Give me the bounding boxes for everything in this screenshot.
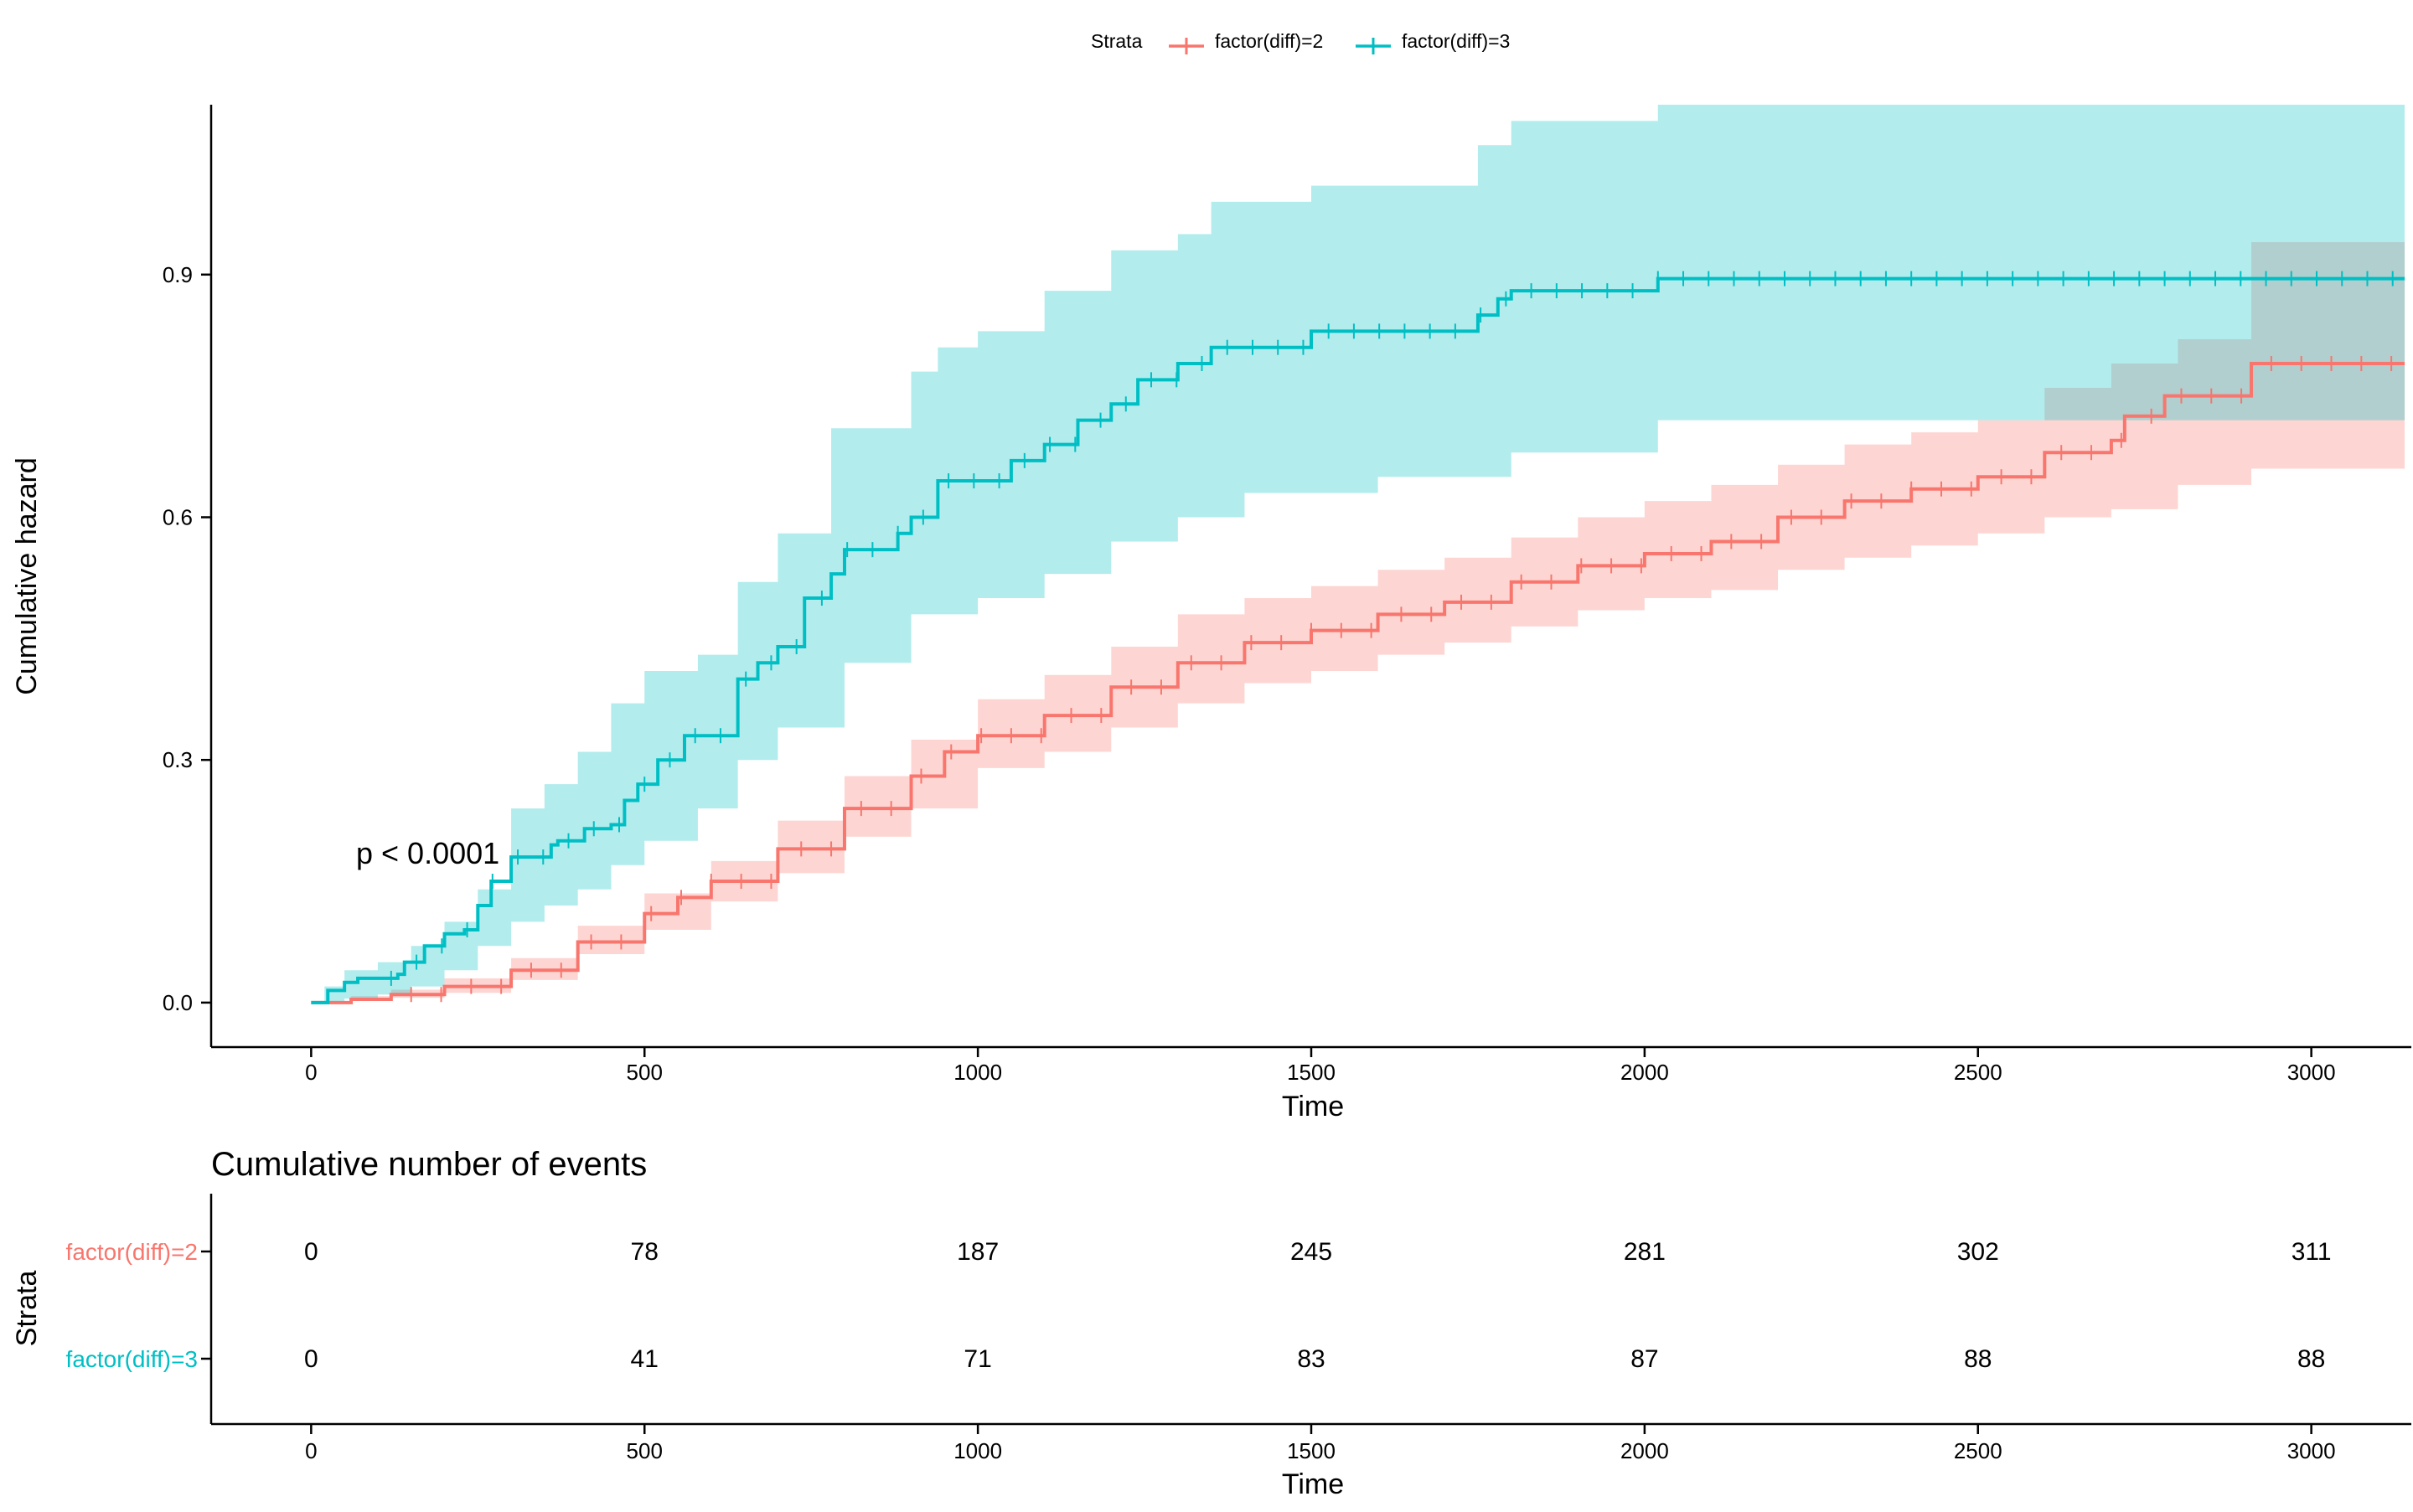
table-cell: 187 xyxy=(957,1238,999,1266)
table-row-label: factor(diff)=2 xyxy=(66,1239,198,1265)
table-x-tick-label: 2500 xyxy=(1954,1438,2002,1463)
table-cell: 83 xyxy=(1297,1345,1325,1373)
events-table: Cumulative number of events factor(diff)… xyxy=(11,1146,2411,1500)
table-cells: factor(diff)=2 0 78 187 245 281 302 311 factor(d… xyxy=(66,1238,2332,1373)
x-tick-label: 500 xyxy=(627,1060,663,1085)
table-cell: 0 xyxy=(304,1238,318,1266)
table-x-tick-label: 500 xyxy=(627,1438,663,1463)
table-title: Cumulative number of events xyxy=(211,1146,647,1183)
table-cell: 87 xyxy=(1630,1345,1658,1373)
hazard-plot: 0.0 0.3 0.6 0.9 0 500 1000 1500 2000 2500 3000 Ti… xyxy=(11,105,2411,1122)
table-x-tick-label: 3000 xyxy=(2287,1438,2336,1463)
y-tick-label: 0.9 xyxy=(163,262,193,287)
table-cell: 78 xyxy=(631,1238,659,1266)
y-axis-label: Cumulative hazard xyxy=(11,457,43,694)
hazard-curve-diff3 xyxy=(311,276,2405,1004)
legend-label-diff3: factor(diff)=3 xyxy=(1402,30,1510,52)
y-tick-label: 0.0 xyxy=(163,990,193,1015)
table-cell: 245 xyxy=(1290,1238,1332,1266)
y-tick-label: 0.6 xyxy=(163,504,193,529)
legend-label-diff2: factor(diff)=2 xyxy=(1215,30,1323,52)
table-x-tick-label: 2000 xyxy=(1620,1438,1669,1463)
ci-band-diff3 xyxy=(311,105,2405,1003)
hazard-curves xyxy=(311,276,2405,1004)
table-cell: 88 xyxy=(1964,1345,1992,1373)
table-cell: 41 xyxy=(631,1345,659,1373)
table-y-axis-label: Strata xyxy=(11,1271,43,1347)
confidence-bands xyxy=(311,105,2405,1003)
table-cell: 311 xyxy=(2292,1238,2332,1266)
table-x-tick-label: 1500 xyxy=(1287,1438,1336,1463)
legend-title: Strata xyxy=(1091,30,1143,52)
x-tick-label: 3000 xyxy=(2287,1060,2336,1085)
hazard-curve-diff2 xyxy=(311,362,2405,1004)
table-x-tick-label: 0 xyxy=(305,1438,317,1463)
table-cell: 302 xyxy=(1957,1238,1999,1266)
table-x-axis-label: Time xyxy=(1282,1468,1344,1500)
y-tick-label: 0.3 xyxy=(163,747,193,772)
x-tick-label: 2500 xyxy=(1954,1060,2002,1085)
table-cell: 0 xyxy=(304,1345,318,1373)
table-row-label: factor(diff)=3 xyxy=(66,1346,198,1372)
x-tick-label: 2000 xyxy=(1620,1060,1669,1085)
ci-band-diff2 xyxy=(311,242,2405,1003)
x-ticks: 0 500 1000 1500 2000 2500 3000 xyxy=(305,1047,2336,1085)
x-tick-label: 1000 xyxy=(953,1060,1002,1085)
table-cell: 71 xyxy=(964,1345,991,1373)
table-x-ticks: 0 500 1000 1500 2000 2500 3000 xyxy=(305,1424,2336,1463)
p-value-annotation: p < 0.0001 xyxy=(356,836,499,870)
x-axis-label: Time xyxy=(1282,1091,1344,1122)
y-ticks: 0.0 0.3 0.6 0.9 xyxy=(163,262,211,1015)
x-tick-label: 1500 xyxy=(1287,1060,1336,1085)
censor-marks xyxy=(390,271,2394,1003)
x-tick-label: 0 xyxy=(305,1060,317,1085)
table-cell: 88 xyxy=(2297,1345,2325,1373)
table-x-tick-label: 1000 xyxy=(953,1438,1002,1463)
legend: Strata factor(diff)=2 factor(diff)=3 xyxy=(1091,30,1510,54)
table-cell: 281 xyxy=(1624,1238,1666,1266)
